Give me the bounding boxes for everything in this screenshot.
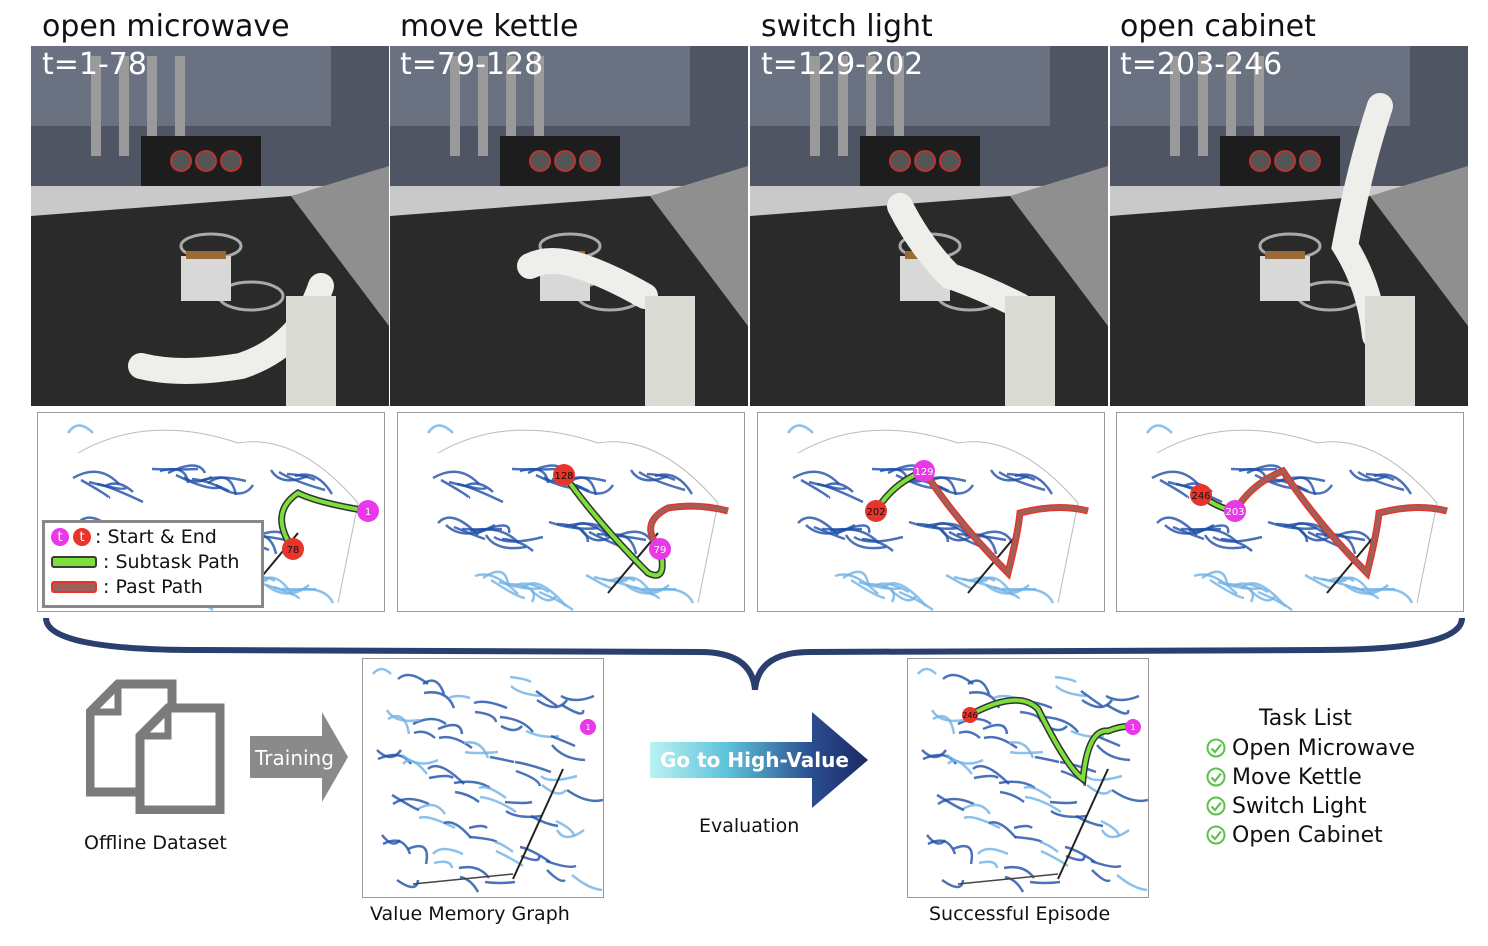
end-node xyxy=(553,464,575,486)
start-node-label: 1 xyxy=(1130,723,1135,732)
task-label: Switch Light xyxy=(1232,793,1367,819)
start-node-label: 203 xyxy=(1225,507,1244,518)
subtask-title: open cabinet xyxy=(1120,9,1316,44)
start-node xyxy=(649,538,671,560)
start-node-icon: t xyxy=(51,528,69,546)
start-node-label: 79 xyxy=(654,545,667,556)
start-node-label: 1 xyxy=(365,507,371,518)
graph-panel-3: 202 129 xyxy=(757,412,1105,612)
legend-start-end: t t : Start & End xyxy=(51,525,217,549)
end-node-label: 246 xyxy=(1191,491,1210,502)
check-circle-icon xyxy=(1206,796,1226,816)
start-node xyxy=(913,460,935,482)
arrow-right-icon xyxy=(250,712,348,802)
start-node xyxy=(1125,719,1141,735)
kitchen-frame-1 xyxy=(31,46,389,406)
grouping-brace xyxy=(43,617,1465,690)
successful-episode-graph: 246 1 xyxy=(907,658,1149,898)
episode-caption: Successful Episode xyxy=(929,903,1111,925)
end-node-icon: t xyxy=(73,528,91,546)
start-node xyxy=(357,500,379,522)
start-node-label: 1 xyxy=(585,723,590,732)
value-memory-graph: 1 xyxy=(362,658,604,898)
legend-label: : Subtask Path xyxy=(103,551,240,573)
legend-past-path: : Past Path xyxy=(51,575,203,599)
path-legend: t t : Start & End : Subtask Path : Past … xyxy=(42,520,264,608)
graph-caption: Value Memory Graph xyxy=(370,903,570,925)
training-label: Training xyxy=(255,746,334,770)
kitchen-frame-4 xyxy=(1110,46,1468,406)
task-item: Open Cabinet xyxy=(1206,821,1383,849)
task-list-title: Task List xyxy=(1259,706,1352,731)
document-stack-icon xyxy=(86,679,225,814)
time-range: t=79-128 xyxy=(400,47,544,82)
legend-label: : Past Path xyxy=(103,576,203,598)
legend-subtask-path: : Subtask Path xyxy=(51,550,239,574)
kitchen-frame-2 xyxy=(390,46,748,406)
start-node-label: 129 xyxy=(914,467,933,478)
subtask-path-swatch xyxy=(51,556,97,568)
end-node-label: 78 xyxy=(287,545,300,556)
end-node xyxy=(865,500,887,522)
check-circle-icon xyxy=(1206,825,1226,845)
subtask-title: switch light xyxy=(761,9,933,44)
task-item: Move Kettle xyxy=(1206,763,1362,791)
task-label: Move Kettle xyxy=(1232,764,1362,790)
end-node xyxy=(962,707,978,723)
time-range: t=203-246 xyxy=(1120,47,1283,82)
kitchen-frame-3 xyxy=(750,46,1108,406)
time-range: t=129-202 xyxy=(761,47,924,82)
graph-panel-2: 128 79 xyxy=(397,412,745,612)
go-label: Go to High-Value xyxy=(660,748,849,772)
check-circle-icon xyxy=(1206,738,1226,758)
past-path-swatch xyxy=(51,581,97,593)
start-node xyxy=(580,719,596,735)
end-node-label: 128 xyxy=(554,471,573,482)
task-label: Open Microwave xyxy=(1232,735,1415,761)
subtask-title: move kettle xyxy=(400,9,579,44)
gradient-arrow-icon xyxy=(650,712,868,808)
end-node xyxy=(282,538,304,560)
check-circle-icon xyxy=(1206,767,1226,787)
dataset-caption: Offline Dataset xyxy=(84,832,227,854)
task-item: Open Microwave xyxy=(1206,734,1415,762)
task-item: Switch Light xyxy=(1206,792,1367,820)
time-range: t=1-78 xyxy=(42,47,147,82)
graph-panel-4: 246 203 xyxy=(1116,412,1464,612)
subtask-title: open microwave xyxy=(42,9,290,44)
evaluation-caption: Evaluation xyxy=(699,815,800,837)
legend-label: : Start & End xyxy=(95,526,217,548)
end-node-label: 246 xyxy=(962,711,977,720)
start-node xyxy=(1224,500,1246,522)
task-label: Open Cabinet xyxy=(1232,822,1383,848)
end-node-label: 202 xyxy=(866,507,885,518)
end-node xyxy=(1190,484,1212,506)
